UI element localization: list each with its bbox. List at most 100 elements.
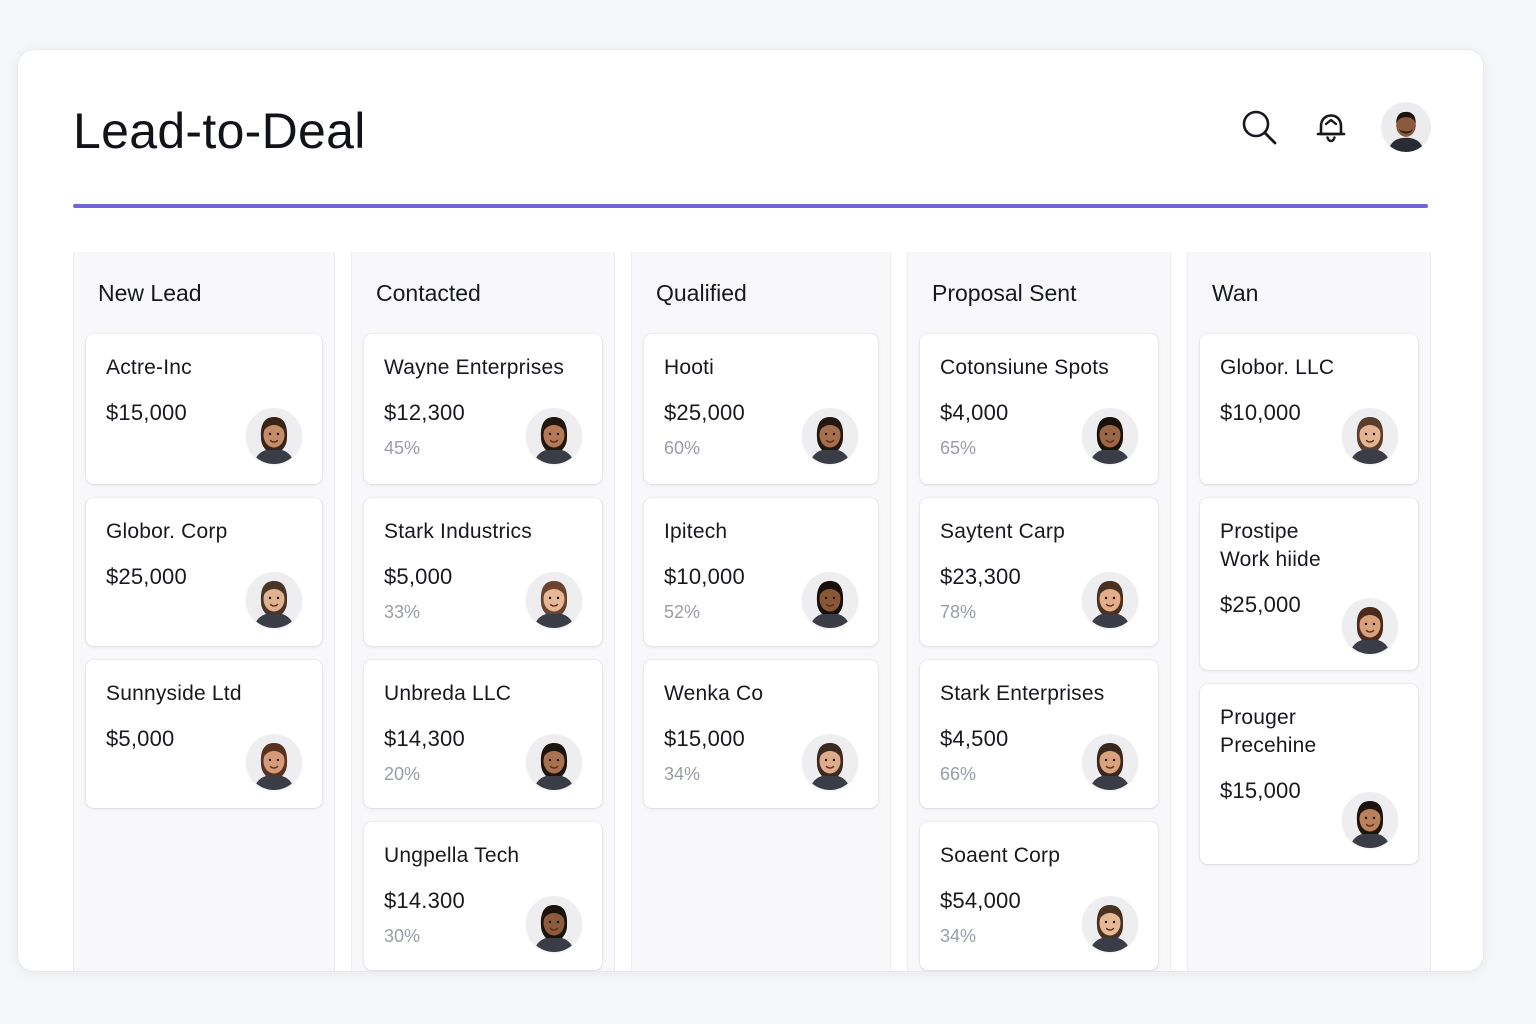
owner-avatar[interactable] [1342, 408, 1398, 464]
person-avatar-icon [254, 743, 294, 790]
deal-name: Sunnyside Ltd [106, 682, 242, 705]
column-title: Proposal Sent [932, 279, 1077, 306]
deal-card[interactable]: Stark Enterprises $4,500 66% [920, 660, 1158, 808]
owner-avatar[interactable] [1342, 792, 1398, 848]
deal-name: Globor. LLC [1220, 356, 1335, 379]
deal-card[interactable]: Wayne Enterprises $12,300 45% [364, 334, 602, 484]
owner-avatar[interactable] [246, 408, 302, 464]
deal-probability: 78% [940, 602, 977, 622]
deal-amount: $15,000 [106, 400, 187, 425]
deal-name: Wenka Co [664, 682, 764, 705]
deal-name: Soaent Corp [940, 844, 1061, 867]
deal-card[interactable]: Ipitech $10,000 52% [644, 498, 878, 646]
deal-amount: $12,300 [384, 400, 465, 425]
deal-amount: $54,000 [940, 888, 1021, 913]
deal-name: Saytent Carp [940, 520, 1065, 543]
kanban-board: New Lead Actre-Inc $15,000 Globor. Corp $25,… [73, 252, 1431, 971]
deal-amount: $23,300 [940, 564, 1021, 589]
person-avatar-icon [1350, 417, 1390, 464]
deal-card[interactable]: Soaent Corp $54,000 34% [920, 822, 1158, 970]
deal-amount: $14.300 [384, 888, 465, 913]
deal-card[interactable]: Globor. LLC $10,000 [1200, 334, 1418, 484]
owner-avatar[interactable] [526, 408, 582, 464]
deal-name: Ipitech [664, 520, 728, 543]
person-avatar-icon [810, 417, 850, 464]
deal-card[interactable]: Stark Industrics $5,000 33% [364, 498, 602, 646]
owner-avatar[interactable] [802, 734, 858, 790]
person-avatar-icon [1350, 801, 1390, 848]
deal-probability: 33% [384, 602, 421, 622]
bell-icon [1316, 114, 1346, 143]
owner-avatar[interactable] [1342, 598, 1398, 654]
deal-card[interactable]: Actre-Inc $15,000 [86, 334, 322, 484]
owner-avatar[interactable] [1082, 734, 1138, 790]
deal-probability: 20% [384, 764, 421, 784]
deal-card[interactable]: Saytent Carp $23,300 78% [920, 498, 1158, 646]
notifications-button[interactable] [1309, 105, 1353, 149]
column-title: Wan [1212, 279, 1259, 306]
deal-amount: $25,000 [664, 400, 745, 425]
column-new-lead: New Lead Actre-Inc $15,000 Globor. Corp $25,… [73, 252, 335, 971]
deal-name: Prostipe Work hiide [1220, 520, 1321, 571]
owner-avatar[interactable] [246, 734, 302, 790]
column-qualified: Qualified Hooti $25,000 60% Ipitech $10,000 52… [631, 252, 891, 971]
deal-name: Hooti [664, 356, 715, 379]
deal-name: Unbreda LLC [384, 682, 512, 705]
deal-card[interactable]: Wenka Co $15,000 34% [644, 660, 878, 808]
column-contacted: Contacted Wayne Enterprises $12,300 45% Star… [351, 252, 615, 971]
owner-avatar[interactable] [526, 896, 582, 952]
column-title: Contacted [376, 279, 481, 306]
column-wan: Wan Globor. LLC $10,000 Prostipe Work hiide… [1187, 252, 1431, 971]
person-avatar-icon [254, 581, 294, 628]
person-avatar-icon [810, 743, 850, 790]
owner-avatar[interactable] [526, 734, 582, 790]
person-avatar-icon [534, 905, 574, 952]
deal-amount: $4,000 [940, 400, 1009, 425]
person-avatar-icon [534, 743, 574, 790]
owner-avatar[interactable] [1082, 572, 1138, 628]
person-avatar-icon [254, 417, 294, 464]
owner-avatar[interactable] [1082, 408, 1138, 464]
deal-amount: $10,000 [1220, 400, 1301, 425]
person-avatar-icon [1350, 607, 1390, 654]
deal-card[interactable]: Unbreda LLC $14,300 20% [364, 660, 602, 808]
header-actions [1237, 102, 1431, 152]
deal-card[interactable]: Prouger Precehine $15,000 [1200, 684, 1418, 864]
deal-amount: $15,000 [664, 726, 745, 751]
deal-name: Stark Enterprises [940, 682, 1105, 705]
owner-avatar[interactable] [802, 408, 858, 464]
search-icon [1242, 110, 1277, 145]
column-title: New Lead [98, 279, 202, 306]
deal-card[interactable]: Ungpella Tech $14.300 30% [364, 822, 602, 970]
owner-avatar[interactable] [246, 572, 302, 628]
deal-name: Globor. Corp [106, 520, 228, 543]
column-proposal-sent: Proposal Sent Cotonsiune Spots $4,000 65% Sa… [907, 252, 1171, 971]
person-avatar-icon [1090, 581, 1130, 628]
owner-avatar[interactable] [526, 572, 582, 628]
user-avatar[interactable] [1381, 102, 1431, 152]
deal-amount: $10,000 [664, 564, 745, 589]
owner-avatar[interactable] [1082, 896, 1138, 952]
person-avatar-icon [1090, 905, 1130, 952]
deal-name: Stark Industrics [384, 520, 532, 543]
deal-name: Ungpella Tech [384, 844, 520, 867]
person-avatar-icon [810, 581, 850, 628]
deal-amount: $5,000 [106, 726, 175, 751]
search-button[interactable] [1237, 105, 1281, 149]
deal-card[interactable]: Prostipe Work hiide $25,000 [1200, 498, 1418, 670]
deal-amount: $25,000 [106, 564, 187, 589]
deal-amount: $4,500 [940, 726, 1009, 751]
column-title: Qualified [656, 279, 747, 306]
deal-card[interactable]: Hooti $25,000 60% [644, 334, 878, 484]
deal-probability: 34% [664, 764, 701, 784]
deal-card[interactable]: Globor. Corp $25,000 [86, 498, 322, 646]
deal-probability: 52% [664, 602, 701, 622]
deal-probability: 30% [384, 926, 421, 946]
deal-name: Prouger Precehine [1220, 706, 1317, 757]
deal-name: Wayne Enterprises [384, 356, 565, 379]
deal-card[interactable]: Cotonsiune Spots $4,000 65% [920, 334, 1158, 484]
owner-avatar[interactable] [802, 572, 858, 628]
deal-card[interactable]: Sunnyside Ltd $5,000 [86, 660, 322, 808]
deal-amount: $25,000 [1220, 592, 1301, 617]
deal-probability: 66% [940, 764, 977, 784]
